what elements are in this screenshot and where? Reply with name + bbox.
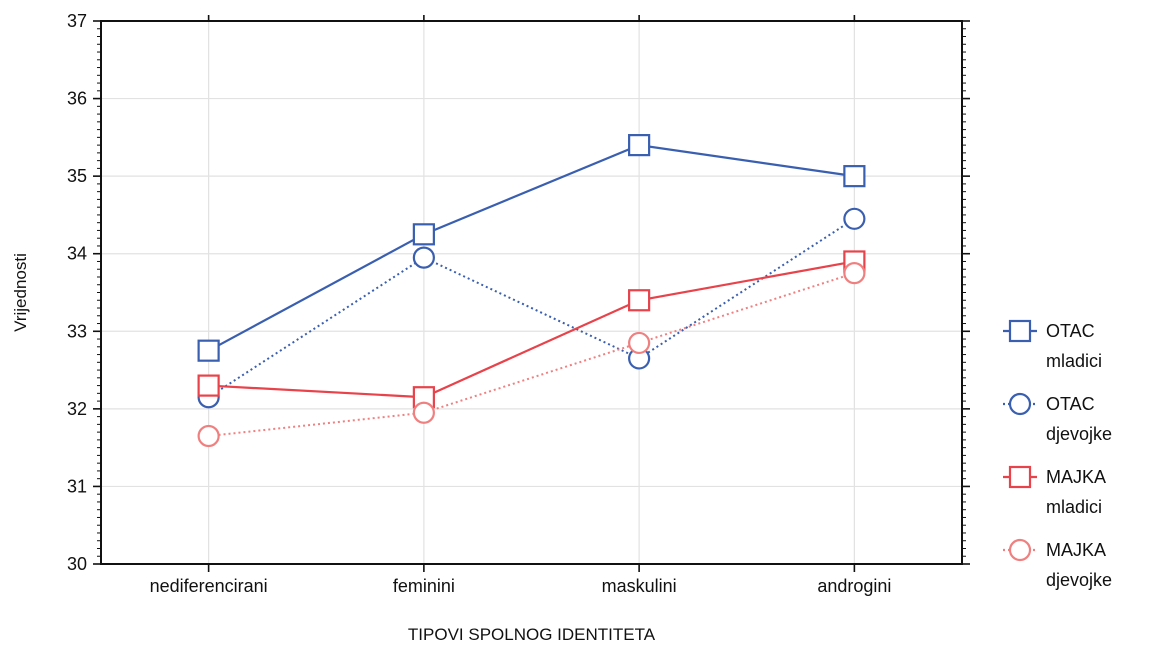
y-tick-label: 36 bbox=[67, 89, 87, 109]
series-otac-mladici bbox=[197, 134, 866, 362]
legend-label: djevojke bbox=[1046, 570, 1112, 590]
legend-label: mladici bbox=[1046, 497, 1102, 517]
data-point-marker bbox=[197, 374, 220, 397]
legend-label: MAJKA bbox=[1046, 540, 1106, 560]
y-tick-label: 34 bbox=[67, 244, 87, 264]
y-tick-label: 37 bbox=[67, 11, 87, 31]
data-point-marker bbox=[412, 246, 435, 269]
y-tick-label: 31 bbox=[67, 476, 87, 496]
data-point-marker bbox=[412, 401, 435, 424]
data-point-marker bbox=[197, 424, 220, 448]
y-tick-label: 35 bbox=[67, 166, 87, 186]
legend-label: OTAC bbox=[1046, 321, 1095, 341]
x-tick-label: nediferencirani bbox=[150, 576, 268, 596]
legend-label: mladici bbox=[1046, 351, 1102, 371]
y-axis-label: Vrijednosti bbox=[11, 253, 30, 332]
data-point-marker bbox=[628, 331, 651, 355]
series-line bbox=[208, 260, 855, 399]
legend: OTACmladiciOTACdjevojkeMAJKAmladiciMAJKA… bbox=[1003, 319, 1112, 590]
y-tick-label: 33 bbox=[67, 321, 87, 341]
legend-entry: OTAC mladici bbox=[1003, 319, 1102, 371]
y-axis-tick-labels: 30 31 32 33 34 35 36 37 bbox=[67, 11, 87, 574]
data-point-marker bbox=[628, 134, 651, 157]
legend-label: OTAC bbox=[1046, 394, 1095, 414]
data-point-marker bbox=[197, 339, 220, 362]
legend-entry: MAJKA mladici bbox=[1003, 465, 1106, 517]
axis-ticks bbox=[93, 15, 970, 572]
x-axis-label: TIPOVI SPOLNOG IDENTITETA bbox=[408, 625, 656, 644]
legend-entry: MAJKA djevojke bbox=[1003, 538, 1112, 590]
legend-label: MAJKA bbox=[1046, 467, 1106, 487]
data-point-marker bbox=[843, 165, 866, 188]
data-point-marker bbox=[843, 207, 866, 230]
data-point-marker bbox=[412, 223, 435, 246]
legend-marker bbox=[1008, 319, 1032, 343]
series-majka-djevojke bbox=[197, 262, 866, 448]
legend-label: djevojke bbox=[1046, 424, 1112, 444]
series-line bbox=[208, 272, 855, 438]
legend-entry: OTAC djevojke bbox=[1003, 392, 1112, 444]
series-line bbox=[208, 217, 855, 399]
data-point-marker bbox=[628, 289, 651, 312]
x-tick-label: feminini bbox=[393, 576, 455, 596]
data-series bbox=[197, 134, 866, 448]
legend-marker bbox=[1008, 465, 1032, 489]
x-tick-label: maskulini bbox=[602, 576, 677, 596]
series-line bbox=[208, 143, 855, 352]
data-point-marker bbox=[843, 262, 866, 285]
x-axis-tick-labels: nediferencirani feminini maskulini androgin… bbox=[150, 576, 892, 596]
plot-frame bbox=[100, 20, 963, 565]
y-tick-label: 30 bbox=[67, 554, 87, 574]
grid-lines bbox=[101, 21, 962, 564]
legend-marker bbox=[1008, 392, 1032, 416]
series-majka-mladici bbox=[197, 250, 866, 409]
legend-marker bbox=[1008, 538, 1032, 562]
y-tick-label: 32 bbox=[67, 399, 87, 419]
series-otac-djevojke bbox=[197, 207, 866, 409]
x-tick-label: androgini bbox=[817, 576, 891, 596]
